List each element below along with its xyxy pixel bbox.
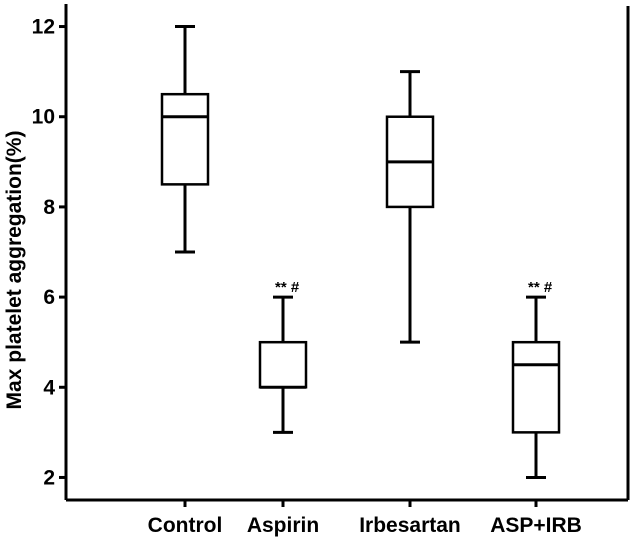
iqr-box — [258, 340, 308, 389]
axes: 2 4 6 8 10 12 Control Aspirin Irbesartan ASP+IRB — [32, 4, 630, 537]
significance-annotation: ** # — [528, 279, 553, 296]
iqr-box — [511, 340, 561, 434]
box-group — [385, 70, 435, 344]
y-tick-label: 2 — [43, 466, 55, 489]
x-tick-label: Irbesartan — [359, 514, 461, 537]
box-group: ** # — [258, 279, 308, 434]
box-group: ** # — [511, 279, 561, 479]
box-marks: ** # ** # — [160, 25, 561, 479]
y-tick-label: 4 — [43, 376, 55, 399]
x-tick-label: ASP+IRB — [490, 514, 582, 537]
y-tick-label: 6 — [43, 286, 55, 309]
y-axis-label: Max platelet aggregation(%) — [3, 131, 26, 410]
iqr-box — [160, 92, 210, 186]
box-group — [160, 25, 210, 254]
y-tick-label: 8 — [43, 196, 55, 219]
y-tick-label: 10 — [32, 106, 55, 129]
y-tick-label: 12 — [32, 16, 55, 39]
x-tick-label: Aspirin — [247, 514, 319, 537]
significance-annotation: ** # — [275, 279, 300, 296]
x-tick-label: Control — [148, 514, 223, 537]
